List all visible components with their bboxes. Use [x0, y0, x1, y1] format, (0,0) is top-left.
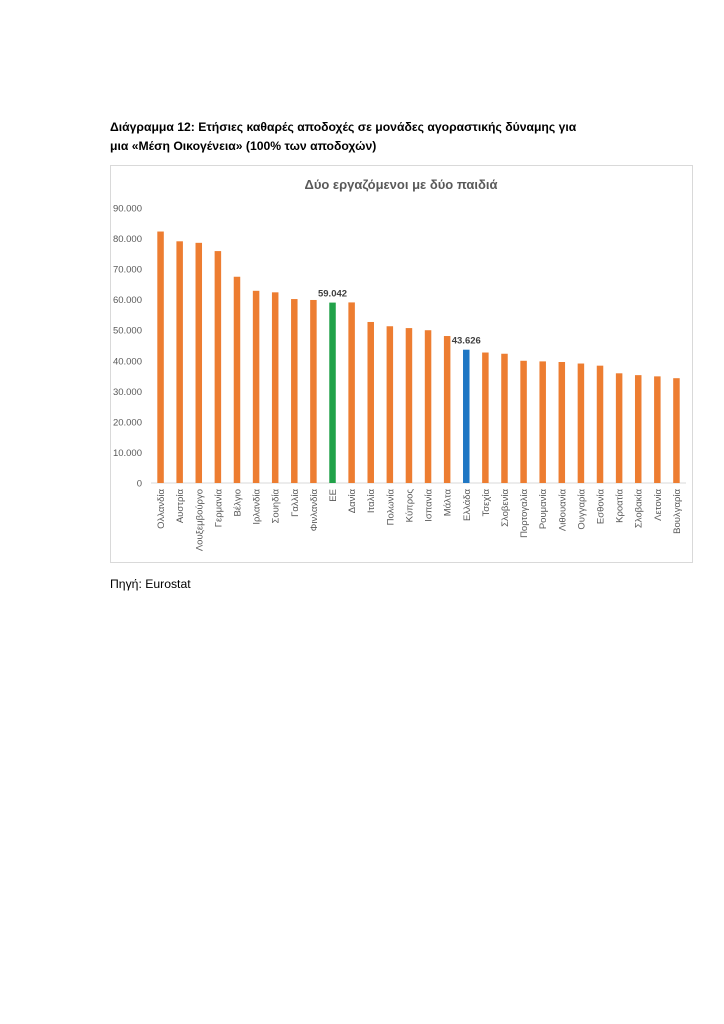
- y-tick-label: 0: [137, 479, 142, 490]
- bar: [252, 290, 260, 483]
- data-label: 59.042: [318, 289, 347, 300]
- bar: [520, 360, 527, 483]
- bar: [558, 362, 566, 483]
- y-tick-label: 30.000: [113, 387, 142, 398]
- bar: [329, 302, 336, 483]
- bar: [615, 373, 623, 483]
- bar: [195, 242, 203, 483]
- bar: [291, 299, 298, 483]
- y-tick-label: 70.000: [113, 265, 142, 276]
- bar-series: [157, 231, 680, 483]
- bar: [596, 365, 604, 483]
- bar: [539, 361, 546, 483]
- x-tick-label: Βέλγιο: [232, 489, 243, 516]
- bar: [463, 349, 470, 483]
- x-axis: Ολλανδία Αυστρία Λουξεμβούργο Γερμανία Βέλγι…: [156, 488, 683, 551]
- x-tick-label: ΕΕ: [328, 489, 339, 502]
- data-label: 43.626: [452, 336, 481, 347]
- bar: [654, 376, 661, 483]
- x-tick-label: Ελλάδα: [462, 488, 473, 520]
- x-tick-label: Τσεχία: [481, 488, 492, 516]
- bar: [348, 302, 355, 483]
- bar: [424, 330, 432, 483]
- x-tick-label: Ιταλία: [366, 488, 377, 513]
- x-tick-label: Ιρλανδία: [252, 488, 263, 524]
- bar: [176, 241, 183, 483]
- bar: [482, 352, 489, 483]
- x-tick-label: Γαλλία: [290, 488, 301, 516]
- y-tick-label: 50.000: [113, 326, 142, 337]
- bar-chart: Δύο εργαζόμενοι με δύο παιδιά 0 10.000 20.…: [113, 177, 686, 551]
- y-tick-label: 90.000: [113, 204, 142, 215]
- x-tick-label: Φινλανδία: [309, 489, 320, 532]
- x-tick-label: Πορτογαλία: [519, 489, 530, 538]
- chart-frame: Δύο εργαζόμενοι με δύο παιδιά 0 10.000 20.…: [110, 165, 693, 563]
- chart-heading-line1: Διάγραμμα 12: Ετήσιες καθαρές αποδοχές σ…: [110, 120, 577, 134]
- bar: [233, 276, 241, 483]
- x-tick-label: Ουγγαρία: [576, 489, 587, 530]
- bar: [405, 328, 413, 483]
- y-tick-label: 20.000: [113, 417, 142, 428]
- bar: [443, 336, 451, 483]
- x-tick-label: Λιθουανία: [557, 489, 568, 532]
- x-tick-label: Σλοβενία: [500, 489, 511, 527]
- x-tick-label: Λετονία: [653, 489, 664, 521]
- x-tick-label: Κροατία: [615, 488, 626, 522]
- x-tick-label: Λουξεμβούργο: [194, 489, 205, 551]
- y-tick-label: 60.000: [113, 295, 142, 306]
- x-tick-label: Εσθονία: [596, 488, 607, 524]
- bar: [214, 251, 222, 483]
- y-tick-label: 80.000: [113, 234, 142, 245]
- bar: [271, 292, 279, 483]
- data-labels: 59.042 43.626: [318, 289, 481, 347]
- bar: [310, 299, 317, 483]
- bar: [634, 375, 642, 483]
- y-tick-label: 40.000: [113, 356, 142, 367]
- bar: [673, 378, 680, 483]
- x-tick-label: Κύπρος: [404, 489, 415, 523]
- bar: [577, 363, 585, 483]
- bar: [367, 321, 374, 483]
- bar: [157, 231, 164, 483]
- x-tick-label: Ισπανία: [424, 489, 435, 522]
- x-tick-label: Βουλγαρία: [672, 489, 683, 534]
- x-tick-label: Ρουμανία: [538, 488, 549, 529]
- x-tick-label: Δανία: [347, 489, 358, 514]
- bar: [501, 353, 508, 483]
- x-tick-label: Μάλτα: [443, 489, 454, 517]
- source-note: Πηγή: Eurostat: [110, 577, 191, 591]
- x-tick-label: Σλοβακία: [634, 488, 645, 528]
- x-tick-label: Σουηδία: [271, 488, 282, 523]
- chart-heading: Διάγραμμα 12: Ετήσιες καθαρές αποδοχές σ…: [110, 118, 650, 156]
- x-tick-label: Πολωνία: [385, 488, 396, 525]
- y-tick-label: 10.000: [113, 448, 142, 459]
- chart-heading-line2: μια «Μέση Οικογένεια» (100% των αποδοχών…: [110, 139, 377, 153]
- bar: [386, 326, 394, 483]
- x-tick-label: Ολλανδία: [156, 489, 167, 529]
- x-tick-label: Αυστρία: [175, 488, 186, 523]
- chart-title: Δύο εργαζόμενοι με δύο παιδιά: [304, 177, 497, 192]
- x-tick-label: Γερμανία: [213, 489, 224, 528]
